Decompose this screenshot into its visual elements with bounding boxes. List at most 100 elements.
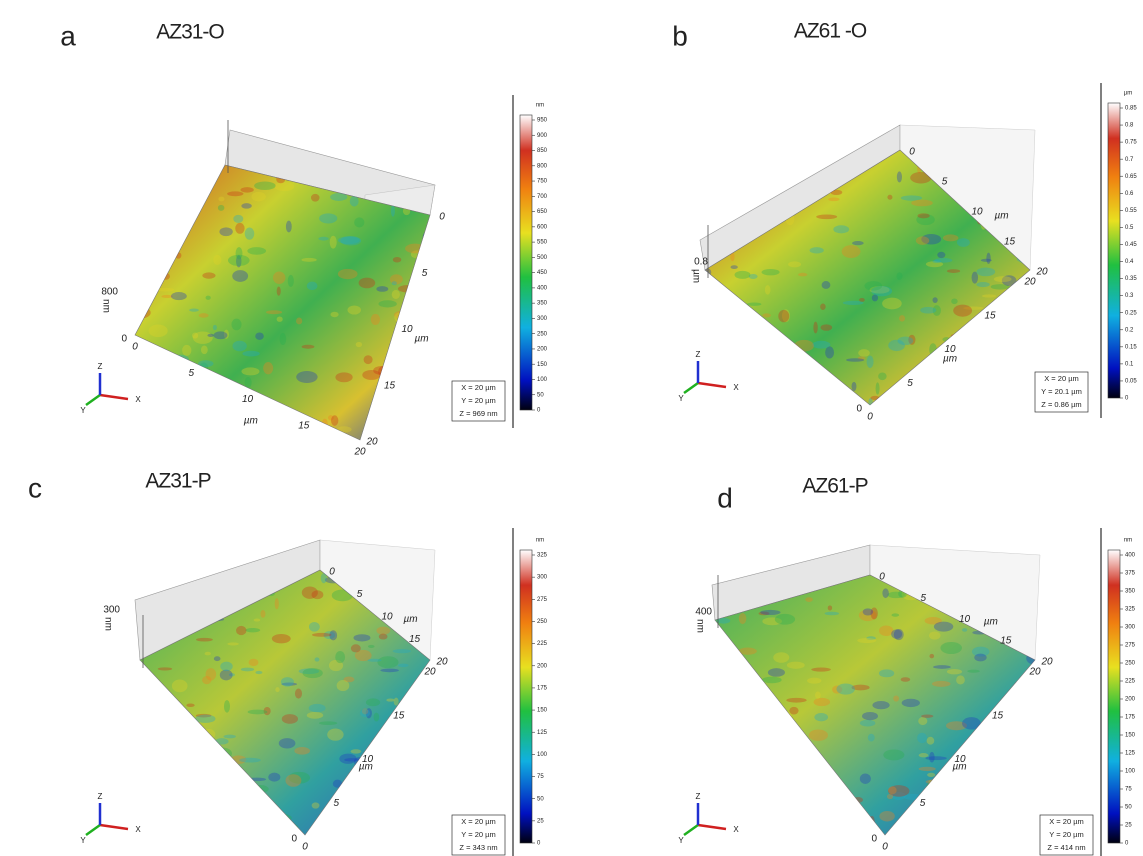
surface-bump [347, 305, 361, 315]
panel-letter: d [717, 482, 733, 513]
surface-bump [932, 305, 941, 316]
surface-bump [233, 214, 244, 223]
surface-bump [386, 698, 395, 702]
x-tick-label: 0 [882, 842, 888, 853]
surface-bump [814, 712, 829, 722]
z-unit: nm [100, 299, 111, 313]
colorbar-tick-label: 300 [537, 316, 548, 322]
colorbar-tick-label: 200 [537, 347, 548, 353]
surface-bump [986, 252, 991, 264]
surface-bump [918, 717, 928, 726]
surface-bump [330, 311, 339, 318]
surface-bump [314, 657, 320, 662]
colorbar-tick-label: 0.45 [1125, 242, 1137, 248]
surface-bump [762, 313, 771, 318]
surface-bump [167, 357, 182, 371]
surface-bump [244, 376, 252, 388]
surface-bump [846, 358, 865, 362]
surface-bump [395, 738, 418, 743]
surface-bump [761, 268, 780, 276]
surface-bump [738, 189, 758, 203]
surface-bump [362, 819, 383, 829]
surface-bump [842, 300, 864, 306]
surface-bump [162, 818, 172, 824]
surface-bump [734, 329, 755, 342]
surface-bump [934, 258, 953, 263]
surface-bump [857, 637, 877, 644]
surface-bump [217, 204, 225, 211]
surface-bump [162, 167, 181, 171]
surface-bump [146, 695, 166, 706]
surface-bump [392, 360, 398, 367]
surface-bump [215, 423, 231, 429]
colorbar [519, 114, 533, 411]
colorbar-tick-label: 250 [537, 619, 548, 625]
surface-bump [287, 274, 294, 287]
surface-bump [917, 732, 928, 744]
surface-bump [853, 796, 864, 803]
surface-bump [241, 367, 260, 376]
surface-bump [827, 605, 833, 611]
surface-bump [391, 289, 400, 299]
surface-bump [808, 729, 828, 741]
surface-bump [747, 188, 754, 196]
surface-bump [220, 661, 233, 672]
z-zero: 0 [121, 334, 127, 345]
icon-y [683, 381, 699, 395]
surface-bump [175, 187, 190, 195]
icon-x [99, 393, 129, 401]
surface-bump [135, 306, 151, 319]
surface-bump [398, 821, 416, 827]
surface-bump [420, 165, 427, 172]
surface-bump [394, 312, 408, 323]
surface-bump [135, 246, 141, 258]
surface-bump [862, 711, 878, 721]
colorbar-tick-label: 600 [537, 224, 548, 230]
surface-bump [925, 779, 945, 785]
surface-bump [996, 350, 1003, 359]
surface-bump [1016, 758, 1029, 764]
surface-bump [363, 355, 373, 365]
surface-bump [350, 644, 361, 653]
surface-bump [911, 199, 933, 207]
colorbar-tick-label: 50 [1125, 805, 1132, 811]
surface-bump [809, 766, 817, 771]
z-zero: 0 [871, 834, 877, 845]
surface-bump [171, 679, 188, 693]
surface-bump [769, 728, 775, 735]
surface-bump [977, 785, 999, 797]
surface-bump [397, 663, 409, 668]
surface-bump [990, 284, 1010, 290]
surface-bump [858, 349, 870, 357]
surface-bump [178, 767, 187, 771]
surface-bump [886, 793, 894, 800]
y-tick-label: 5 [422, 268, 428, 279]
colorbar-tick-label: 0.15 [1125, 344, 1137, 350]
surface-bump [867, 733, 875, 742]
panel-title: AZ61 -O [794, 20, 867, 43]
z-zero: 0 [291, 834, 297, 845]
surface-bump [162, 824, 180, 830]
colorbar-tick-label: 125 [1125, 751, 1136, 757]
x-tick-label: 10 [242, 394, 254, 405]
surface-bump [137, 297, 150, 306]
surface-bump [337, 268, 358, 280]
surface-bump [781, 352, 788, 359]
icon-label: Z [98, 362, 103, 371]
icon-y [85, 823, 101, 837]
surface-bump [235, 222, 245, 234]
surface-bump [205, 668, 217, 681]
surface-bump [376, 286, 389, 292]
surface-bump [921, 234, 942, 245]
surface-bump [152, 740, 160, 752]
surface-bump [1001, 275, 1017, 286]
panel-letter: a [60, 20, 76, 51]
surface-bump [231, 809, 238, 817]
surface-bump [928, 631, 941, 640]
surface-bump [824, 797, 845, 807]
info-line: Z = 414 nm [1047, 843, 1085, 852]
surface-bump [416, 678, 430, 684]
x-tick-label: 10 [362, 754, 374, 765]
surface-bump [832, 685, 843, 694]
surface-bump [805, 597, 813, 602]
